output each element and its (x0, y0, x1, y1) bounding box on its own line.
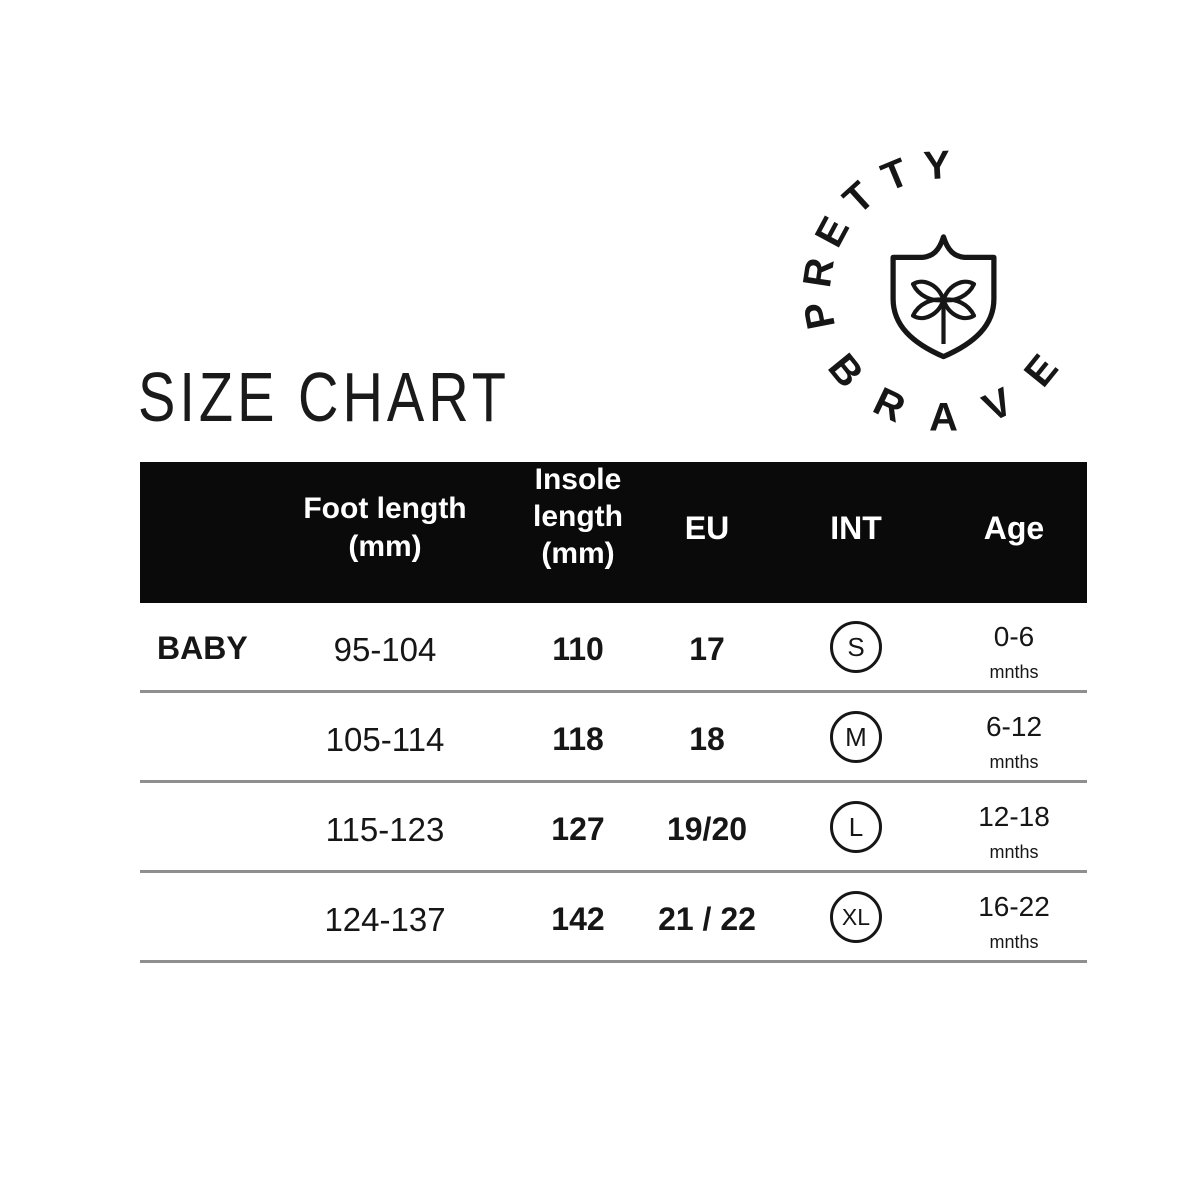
svg-text:E: E (1016, 347, 1067, 395)
svg-text:Y: Y (922, 143, 951, 188)
svg-text:P: P (796, 298, 844, 333)
svg-text:V: V (976, 379, 1019, 430)
svg-text:R: R (795, 255, 843, 290)
svg-text:B: B (819, 346, 871, 396)
svg-text:A: A (929, 396, 958, 440)
svg-text:E: E (807, 210, 858, 254)
svg-text:T: T (875, 150, 914, 200)
svg-text:T: T (835, 174, 883, 223)
svg-text:R: R (867, 379, 912, 431)
